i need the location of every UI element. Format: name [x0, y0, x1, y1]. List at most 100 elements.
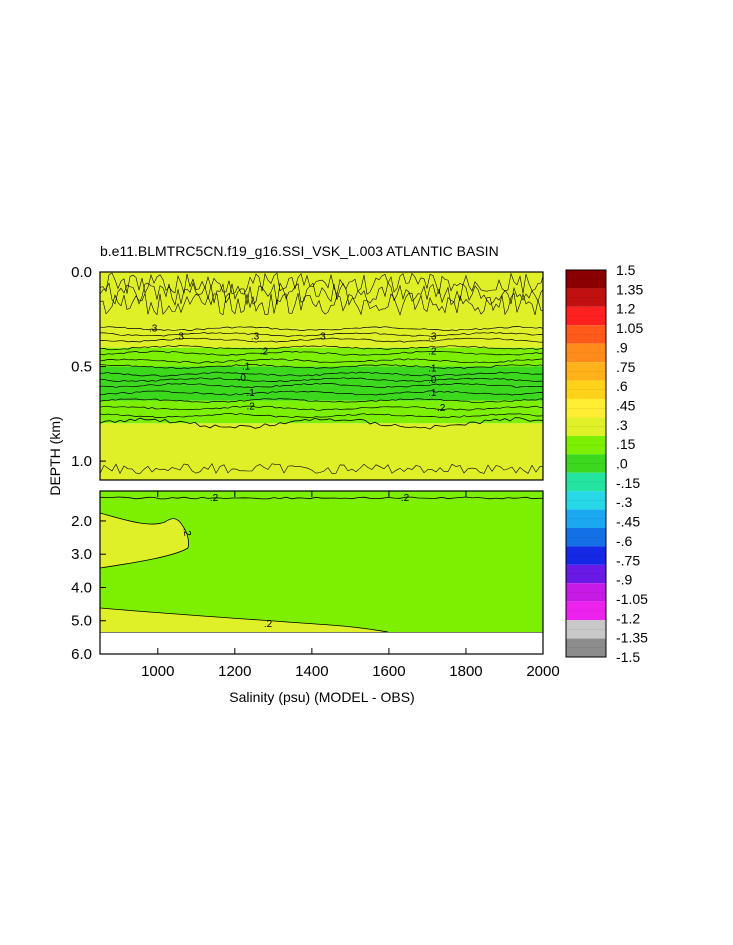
x-tick-label: 1800	[449, 663, 482, 680]
contour-line	[100, 272, 543, 296]
contour-label: .3	[176, 331, 185, 342]
no-data-region	[100, 632, 543, 654]
contour-line	[100, 413, 543, 419]
contour-label: .1	[428, 388, 437, 399]
x-tick-label: 1200	[218, 663, 251, 680]
colorbar: 1.5 1.35 1.2 1.05 .9 .75 .6 .45 .3 .15 .0 -.15 -.3 -.…	[565, 262, 648, 665]
chart-title: b.e11.BLMTRC5CN.f19_g16.SSI_VSK_L.003 AT…	[100, 243, 499, 259]
y-tick-label: 0.0	[71, 264, 92, 281]
y-tick-label: 5.0	[71, 613, 92, 630]
axes: 1000 1200 1400 1600 1800 2000 0.0 0.5 1.0 2.0 3.0 4…	[71, 264, 560, 680]
y-tick-label: 1.0	[71, 453, 92, 470]
lower-panel: .2 .2 .2 .2	[100, 491, 543, 654]
contour-line	[100, 390, 543, 396]
colorbar-swatch	[566, 435, 606, 455]
colorbar-label: -.75	[616, 552, 640, 568]
colorbar-swatch	[566, 491, 606, 510]
colorbar-swatch	[566, 472, 606, 492]
colorbar-label: .0	[616, 456, 628, 472]
colorbar-swatch	[566, 362, 606, 381]
colorbar-label: -1.2	[616, 610, 640, 626]
colorbar-swatch	[566, 325, 606, 344]
x-tick-label: 1600	[372, 663, 405, 680]
contour-label: .2	[180, 527, 192, 538]
y-axis-label: DEPTH (km)	[47, 416, 63, 495]
upper-panel: .3.3.3.3.3.2.2.1.1.0.0.1.1.2.2	[100, 272, 543, 480]
contour-label: .3	[428, 331, 437, 342]
colorbar-frame	[565, 269, 607, 658]
lower-band	[100, 491, 543, 633]
contour-line	[100, 496, 543, 500]
contour-label: .2	[437, 403, 446, 414]
colorbar-swatch	[566, 546, 606, 565]
contour-line	[100, 358, 543, 364]
colorbar-label: -1.05	[616, 591, 648, 607]
contour-label: .3	[149, 324, 158, 335]
contour-line	[100, 377, 543, 383]
contour-line	[100, 345, 543, 351]
contour-line	[100, 282, 543, 306]
colorbar-swatch	[566, 601, 606, 621]
colorbar-label: .3	[616, 417, 628, 433]
contour-label: .2	[428, 346, 437, 357]
y-tick-label: 0.5	[71, 359, 92, 376]
colorbar-label: .9	[616, 339, 628, 355]
colorbar-label: -.3	[616, 494, 633, 510]
contour-line	[100, 607, 389, 633]
contour-line	[100, 512, 189, 569]
y-tick-label: 2.0	[71, 513, 92, 530]
contour-label: .1	[428, 363, 437, 374]
contour-label: .2	[210, 493, 219, 504]
colorbar-swatch	[566, 638, 606, 657]
colorbar-swatch	[566, 417, 606, 436]
contour-label: .2	[401, 493, 410, 504]
colorbar-swatch	[566, 528, 606, 547]
colorbar-swatch	[566, 620, 606, 639]
colorbar-label: .6	[616, 378, 628, 394]
contour-label: .0	[428, 375, 437, 386]
colorbar-label: -1.35	[616, 630, 648, 646]
colorbar-label: 1.2	[616, 301, 636, 317]
colorbar-label: -.45	[616, 514, 640, 530]
colorbar-label: -.9	[616, 572, 633, 588]
contour-label: .1	[242, 362, 251, 373]
contour-label: .3	[251, 331, 260, 342]
y-tick-label: 3.0	[71, 546, 92, 563]
colorbar-swatch	[566, 564, 606, 584]
contour-line	[100, 350, 543, 356]
colorbar-swatch	[566, 509, 606, 528]
contour-line	[100, 364, 543, 370]
lower-panel-frame	[99, 490, 544, 655]
lower-lobe	[100, 513, 189, 568]
contour-line	[100, 337, 543, 343]
upper-band	[100, 400, 543, 424]
colorbar-swatch	[566, 288, 606, 307]
colorbar-label: 1.35	[616, 281, 643, 297]
contour-line	[100, 405, 543, 411]
colorbar-swatch	[566, 380, 606, 399]
contour-label: .0	[238, 373, 247, 384]
y-tick-label: 4.0	[71, 579, 92, 596]
upper-band	[100, 366, 543, 386]
upper-band	[100, 347, 543, 367]
contour-label: .2	[260, 346, 269, 357]
colorbar-label: 1.5	[616, 262, 636, 278]
upper-band	[100, 272, 543, 329]
contour-label: .1	[246, 388, 255, 399]
colorbar-label: .15	[616, 436, 636, 452]
colorbar-label: 1.05	[616, 320, 643, 336]
x-axis-label: Salinity (psu) (MODEL - OBS)	[229, 689, 414, 705]
contour-line	[100, 417, 543, 430]
colorbar-label: -1.5	[616, 649, 640, 665]
colorbar-label: .45	[616, 397, 636, 413]
contour-line	[100, 332, 543, 337]
x-tick-label: 1000	[141, 663, 174, 680]
colorbar-swatch	[566, 306, 606, 326]
colorbar-swatch	[566, 343, 606, 363]
colorbar-swatch	[566, 399, 606, 418]
colorbar-label: -.15	[616, 475, 640, 491]
contour-line	[100, 398, 543, 404]
colorbar-label: .75	[616, 359, 636, 375]
upper-band	[100, 423, 543, 480]
